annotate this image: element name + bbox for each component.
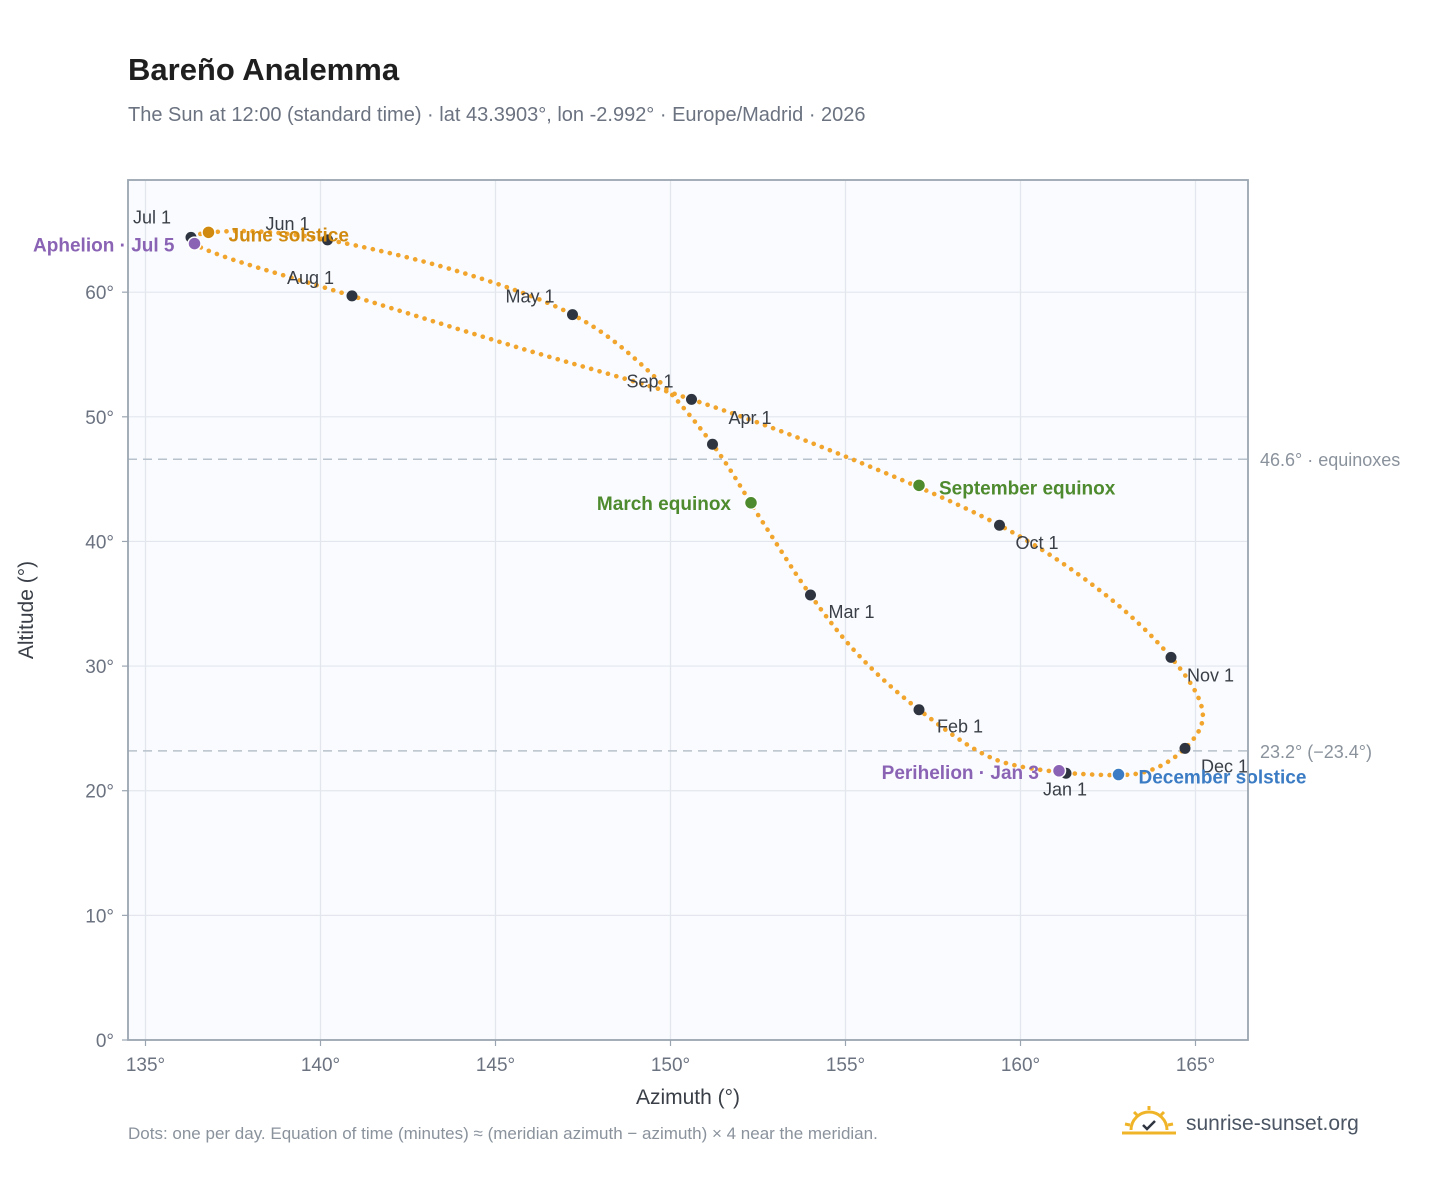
- x-tick-label: 135°: [126, 1055, 165, 1076]
- axis-ticks: 135° 140° 145° 150° 155° 160° 165° 0° 10° 20° 30° 4…: [85, 283, 1215, 1076]
- month-point: [567, 309, 578, 321]
- event-label: September equinox: [939, 478, 1116, 499]
- brand[interactable]: sunrise-sunset.org: [1122, 1104, 1359, 1143]
- month-point: [913, 704, 925, 716]
- plot-frame: [127, 179, 1249, 1041]
- y-tick-label: 40°: [85, 532, 114, 553]
- event-point: [187, 236, 202, 251]
- month-label: Jun 1: [265, 214, 309, 234]
- month-label: May 1: [505, 287, 554, 307]
- month-label: Aug 1: [287, 268, 334, 288]
- reference-line-label: 46.6° · equinoxes: [1260, 450, 1400, 470]
- x-tick-label: 140°: [301, 1055, 340, 1076]
- month-label: Oct 1: [1016, 533, 1059, 553]
- event-point: [1051, 763, 1067, 779]
- month-label: Apr 1: [729, 408, 772, 428]
- month-label: Nov 1: [1187, 665, 1234, 685]
- month-label: Dec 1: [1201, 756, 1248, 776]
- reference-lines: 46.6° · equinoxes 23.2° (−23.4°): [128, 450, 1400, 762]
- x-tick-label: 145°: [476, 1055, 515, 1076]
- x-axis-label: Azimuth (°): [636, 1086, 740, 1109]
- event-label: December solstice: [1139, 768, 1307, 789]
- event-markers: June solstice Aphelion · Jul 5 March equin…: [33, 225, 1307, 789]
- y-tick-label: 10°: [85, 906, 114, 927]
- month-label: Jul 1: [133, 207, 171, 227]
- brand-name[interactable]: sunrise-sunset.org: [1186, 1111, 1359, 1135]
- month-point: [1179, 742, 1191, 754]
- month-label: Mar 1: [829, 602, 875, 622]
- event-label: June solstice: [229, 225, 349, 246]
- month-point: [686, 393, 697, 405]
- plot-area: [128, 180, 1248, 1040]
- month-label: Feb 1: [937, 717, 983, 737]
- x-tick-label: 155°: [826, 1055, 865, 1076]
- month-point: [1165, 651, 1177, 663]
- month-markers: Jan 1 Feb 1 Mar 1 Apr 1 May 1 Jun 1 Jul 1 Aug 1…: [133, 207, 1248, 799]
- event-label: Aphelion · Jul 5: [33, 236, 175, 257]
- month-label: Jan 1: [1043, 779, 1087, 799]
- month-point: [994, 519, 1005, 531]
- x-tick-label: 160°: [1001, 1055, 1040, 1076]
- month-point: [707, 438, 718, 450]
- footnote: Dots: one per day. Equation of time (min…: [128, 1124, 878, 1143]
- reference-line-label: 23.2° (−23.4°): [1260, 742, 1372, 762]
- y-tick-label: 0°: [96, 1031, 114, 1052]
- y-tick-label: 60°: [85, 283, 114, 304]
- event-label: Perihelion · Jan 3: [882, 763, 1039, 784]
- y-tick-label: 20°: [85, 782, 114, 803]
- y-tick-label: 30°: [85, 657, 114, 678]
- chart-subtitle: The Sun at 12:00 (standard time) · lat 4…: [128, 104, 866, 126]
- y-axis-label: Altitude (°): [15, 561, 38, 659]
- chart-title: Bareño Analemma: [128, 52, 400, 87]
- event-point: [743, 495, 759, 511]
- y-tick-label: 50°: [85, 408, 114, 429]
- month-point: [322, 234, 333, 246]
- month-point: [346, 290, 358, 302]
- month-point: [805, 589, 816, 601]
- x-tick-label: 150°: [651, 1055, 690, 1076]
- event-point: [911, 478, 927, 493]
- event-label: March equinox: [597, 494, 732, 515]
- month-label: Sep 1: [626, 371, 673, 391]
- sun-logo-icon: [1122, 1104, 1176, 1143]
- event-point: [1111, 767, 1126, 782]
- x-tick-label: 165°: [1176, 1055, 1215, 1076]
- event-point: [201, 225, 216, 240]
